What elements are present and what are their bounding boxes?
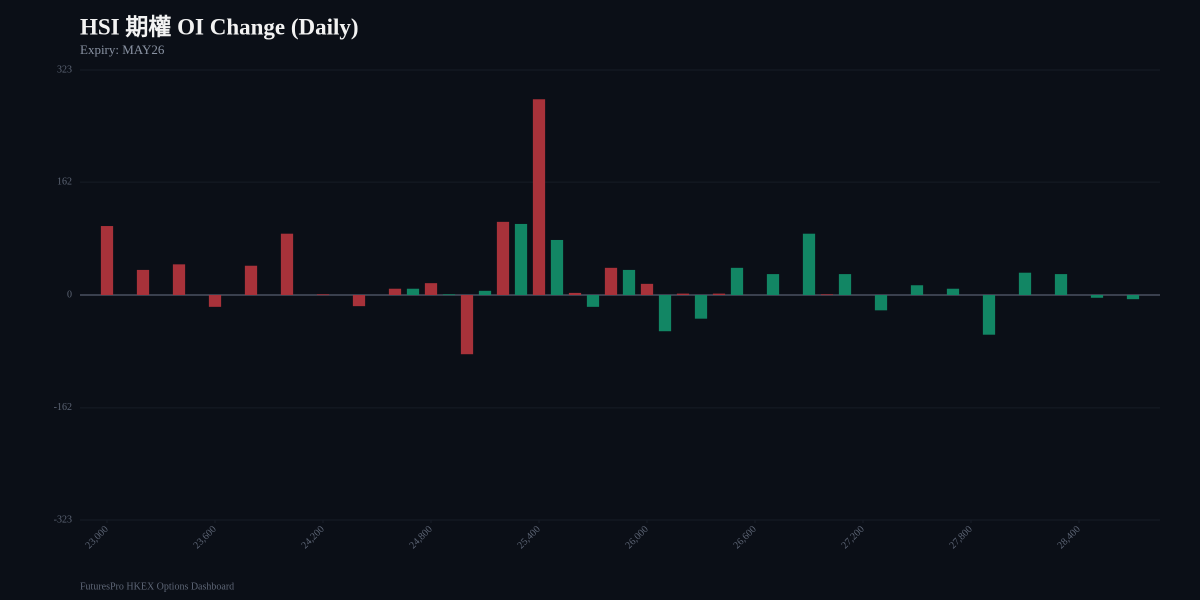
bar — [838, 274, 852, 295]
bar — [586, 295, 600, 307]
bar — [712, 293, 726, 295]
bar — [946, 288, 960, 295]
y-tick-label: -323 — [54, 514, 72, 525]
bar — [982, 295, 996, 335]
bar — [604, 267, 618, 295]
bar — [910, 285, 924, 295]
bar — [496, 221, 510, 295]
bar — [874, 295, 888, 311]
bar — [532, 99, 546, 296]
bar — [1090, 295, 1104, 298]
bar — [208, 295, 222, 307]
chart-title: HSI 期權 OI Change (Daily) — [80, 13, 359, 39]
bar — [442, 294, 456, 296]
bar — [1126, 295, 1140, 300]
footer: FuturesPro HKEX Options Dashboard — [80, 581, 234, 592]
bar — [622, 269, 636, 295]
bar — [136, 269, 150, 295]
bar — [1018, 272, 1032, 295]
bar — [244, 265, 258, 295]
bar — [568, 292, 582, 295]
y-tick-label: 323 — [57, 64, 72, 75]
bar — [730, 267, 744, 295]
bar — [514, 223, 528, 295]
bar — [424, 283, 438, 295]
chart-subtitle: Expiry: MAY26 — [80, 42, 165, 57]
bar — [280, 233, 294, 295]
y-tick-label: 0 — [67, 289, 72, 300]
bar — [766, 274, 780, 295]
bar — [658, 295, 672, 332]
bar — [550, 239, 564, 295]
bar — [352, 295, 366, 307]
bar — [100, 226, 114, 295]
bar — [802, 233, 816, 295]
y-tick-label: -162 — [54, 402, 72, 413]
bar — [820, 294, 834, 296]
bar — [388, 288, 402, 295]
bar — [1054, 274, 1068, 295]
bar — [172, 264, 186, 295]
bar — [478, 290, 492, 295]
bar — [316, 294, 330, 296]
bar — [460, 295, 474, 355]
bar — [694, 295, 708, 319]
bar — [406, 288, 420, 295]
y-tick-label: 162 — [57, 176, 72, 187]
bar — [640, 283, 654, 295]
bar — [676, 293, 690, 295]
